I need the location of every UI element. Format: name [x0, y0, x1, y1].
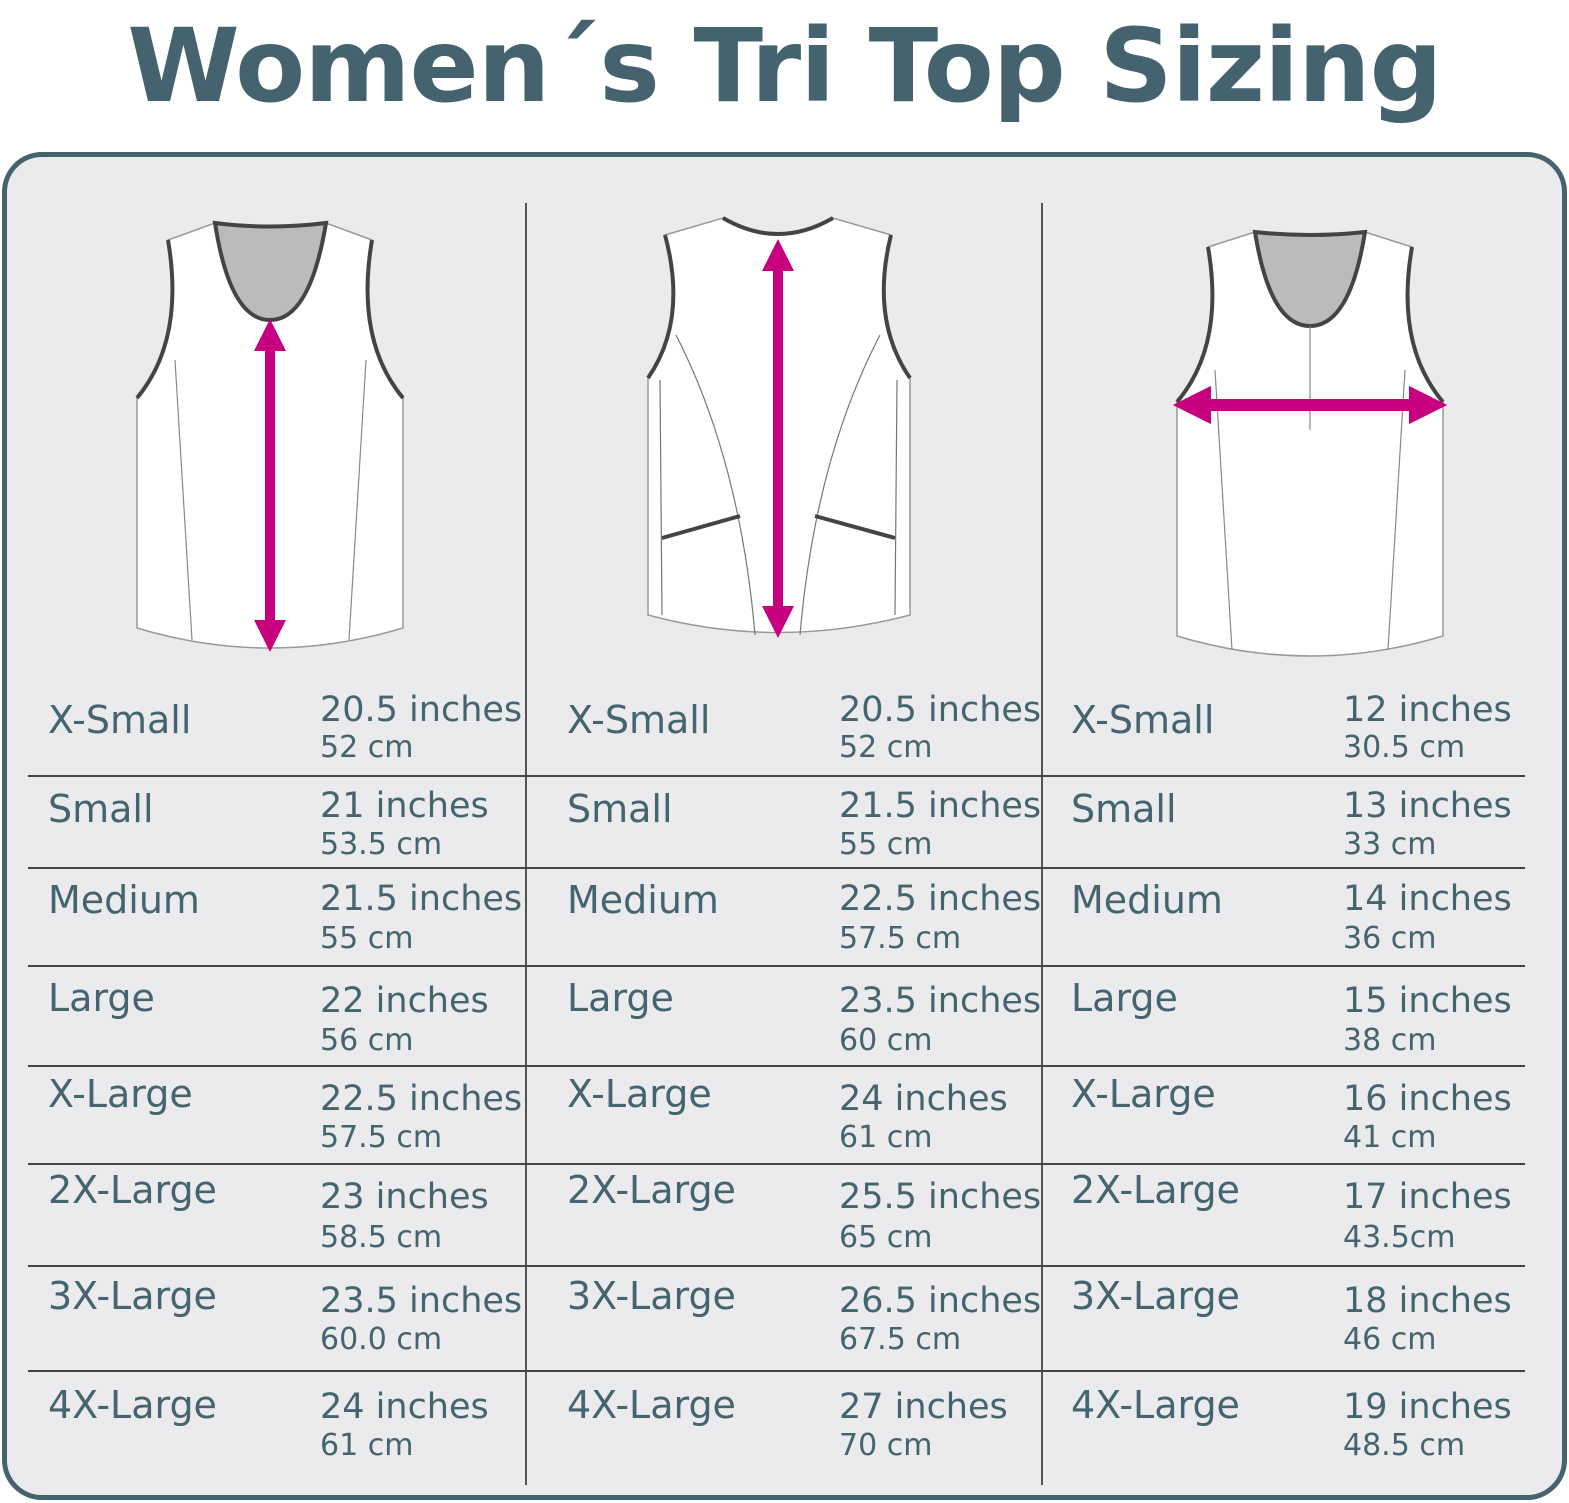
size-label: X-Small: [48, 698, 192, 742]
inches-value: 22.5 inches: [320, 1079, 523, 1119]
cm-value: 36 cm: [1343, 921, 1437, 956]
inches-value: 15 inches: [1343, 981, 1512, 1021]
cm-value: 60 cm: [839, 1023, 933, 1058]
inches-value: 21.5 inches: [320, 879, 523, 919]
size-label: Medium: [567, 878, 719, 922]
row-divider: [28, 1370, 1525, 1372]
size-label: 2X-Large: [567, 1168, 736, 1212]
page-title: Women´s Tri Top Sizing: [127, 7, 1442, 126]
size-label: X-Small: [567, 698, 711, 742]
inches-value: 13 inches: [1343, 786, 1512, 826]
inches-value: 26.5 inches: [839, 1281, 1042, 1321]
cm-value: 52 cm: [320, 730, 414, 765]
cm-value: 65 cm: [839, 1220, 933, 1255]
chest-width-icon: [1172, 229, 1448, 657]
cm-value: 61 cm: [839, 1120, 933, 1155]
size-label: 3X-Large: [1071, 1274, 1240, 1318]
inches-value: 18 inches: [1343, 1281, 1512, 1321]
size-label: 4X-Large: [1071, 1383, 1240, 1427]
size-label: 2X-Large: [48, 1168, 217, 1212]
inches-value: 21 inches: [320, 786, 489, 826]
size-label: 3X-Large: [48, 1274, 217, 1318]
cm-value: 48.5 cm: [1343, 1428, 1466, 1463]
inches-value: 12 inches: [1343, 690, 1512, 730]
cm-value: 43.5cm: [1343, 1220, 1456, 1255]
cm-value: 57.5 cm: [839, 921, 962, 956]
row-divider: [28, 1163, 1525, 1165]
size-label: Large: [567, 976, 674, 1020]
inches-value: 25.5 inches: [839, 1177, 1042, 1217]
size-label: X-Large: [567, 1072, 712, 1116]
cm-value: 56 cm: [320, 1023, 414, 1058]
cm-value: 58.5 cm: [320, 1220, 443, 1255]
back-length-icon: [646, 216, 912, 639]
column-divider: [1041, 203, 1043, 1485]
row-divider: [28, 1065, 1525, 1067]
size-label: X-Large: [1071, 1072, 1216, 1116]
row-divider: [28, 775, 1525, 777]
cm-value: 61 cm: [320, 1428, 414, 1463]
size-label: 2X-Large: [1071, 1168, 1240, 1212]
cm-value: 52 cm: [839, 730, 933, 765]
row-divider: [28, 965, 1525, 967]
size-label: Large: [1071, 976, 1178, 1020]
inches-value: 23.5 inches: [320, 1281, 523, 1321]
cm-value: 53.5 cm: [320, 827, 443, 862]
size-label: X-Small: [1071, 698, 1215, 742]
cm-value: 67.5 cm: [839, 1322, 962, 1357]
inches-value: 24 inches: [839, 1079, 1008, 1119]
size-label: 4X-Large: [48, 1383, 217, 1427]
cm-value: 55 cm: [320, 921, 414, 956]
size-label: Medium: [48, 878, 200, 922]
inches-value: 17 inches: [1343, 1177, 1512, 1217]
inches-value: 23.5 inches: [839, 981, 1042, 1021]
inches-value: 27 inches: [839, 1387, 1008, 1427]
size-label: Small: [48, 787, 154, 831]
row-divider: [28, 1265, 1525, 1267]
size-label: Small: [567, 787, 673, 831]
cm-value: 70 cm: [839, 1428, 933, 1463]
inches-value: 21.5 inches: [839, 786, 1042, 826]
row-divider: [28, 867, 1525, 869]
inches-value: 20.5 inches: [320, 690, 523, 730]
front-length-icon: [135, 220, 405, 653]
cm-value: 55 cm: [839, 827, 933, 862]
cm-value: 57.5 cm: [320, 1120, 443, 1155]
inches-value: 19 inches: [1343, 1387, 1512, 1427]
size-label: 3X-Large: [567, 1274, 736, 1318]
size-label: Small: [1071, 787, 1177, 831]
cm-value: 33 cm: [1343, 827, 1437, 862]
cm-value: 46 cm: [1343, 1322, 1437, 1357]
inches-value: 22.5 inches: [839, 879, 1042, 919]
inches-value: 14 inches: [1343, 879, 1512, 919]
cm-value: 60.0 cm: [320, 1322, 443, 1357]
cm-value: 38 cm: [1343, 1023, 1437, 1058]
size-label: Large: [48, 976, 155, 1020]
inches-value: 22 inches: [320, 981, 489, 1021]
inches-value: 20.5 inches: [839, 690, 1042, 730]
inches-value: 23 inches: [320, 1177, 489, 1217]
size-label: Medium: [1071, 878, 1223, 922]
inches-value: 16 inches: [1343, 1079, 1512, 1119]
cm-value: 30.5 cm: [1343, 730, 1466, 765]
size-label: X-Large: [48, 1072, 193, 1116]
cm-value: 41 cm: [1343, 1120, 1437, 1155]
column-divider: [525, 203, 527, 1485]
size-label: 4X-Large: [567, 1383, 736, 1427]
inches-value: 24 inches: [320, 1387, 489, 1427]
